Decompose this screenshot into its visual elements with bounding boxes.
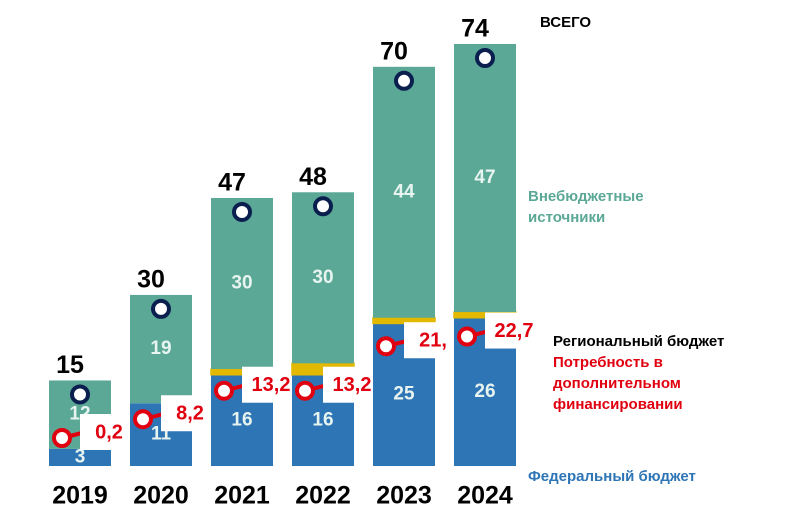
need-marker (376, 336, 396, 357)
legend-need: Потребность в дополнительном финансирова… (553, 354, 683, 413)
total-label: 47 (218, 169, 246, 197)
need-label: 0,2 (95, 421, 123, 443)
need-label: 8,2 (176, 403, 204, 425)
bar-segment (292, 192, 354, 364)
need-marker (457, 326, 477, 347)
bar-segment (373, 66, 435, 318)
need-label: 22,7 (495, 320, 534, 342)
legend-offbudget: Внебюджетные источники (528, 188, 644, 226)
total-marker (70, 384, 90, 405)
need-box (242, 366, 300, 403)
need-box (404, 322, 462, 359)
need-marker (52, 428, 72, 448)
total-marker (232, 201, 252, 222)
legend-regional: Региональный бюджет (553, 333, 725, 350)
total-label: 74 (461, 15, 489, 43)
need-box (323, 366, 381, 403)
total-label: 48 (299, 163, 327, 191)
x-tick-label: 2022 (295, 482, 351, 510)
x-tick-label: 2023 (376, 482, 432, 510)
x-tick-label: 2024 (457, 482, 513, 510)
need-box (485, 312, 543, 349)
need-box (80, 414, 138, 450)
data-label: 19 (150, 338, 171, 359)
total-label: 15 (56, 351, 84, 379)
data-label: 30 (312, 267, 333, 288)
total-label: 30 (137, 266, 165, 294)
data-label: 44 (393, 181, 415, 202)
need-label: 13,2 (333, 374, 372, 396)
need-label: 13,2 (252, 374, 291, 396)
x-tick-label: 2019 (52, 482, 108, 510)
need-marker (214, 380, 234, 401)
need-marker (295, 380, 315, 401)
bar-segment (211, 197, 273, 370)
bar-segment (49, 448, 111, 466)
total-marker (313, 196, 333, 217)
x-tick-label: 2021 (214, 482, 270, 510)
legend-total: ВСЕГО (540, 14, 592, 31)
data-label: 26 (474, 381, 495, 402)
data-label: 16 (231, 409, 252, 430)
x-tick-label: 2020 (133, 482, 189, 510)
bar-segment (454, 44, 516, 313)
total-marker (394, 70, 414, 91)
need-marker (133, 409, 153, 430)
legend-federal: Федеральный бюджет (528, 468, 696, 485)
data-label: 16 (312, 409, 333, 430)
data-label: 30 (231, 273, 252, 294)
total-marker (475, 48, 495, 68)
data-label: 3 (75, 446, 86, 467)
data-label: 25 (393, 384, 415, 405)
need-box (161, 395, 219, 432)
need-label: 21, (419, 330, 447, 352)
total-marker (151, 298, 171, 319)
total-label: 70 (380, 37, 408, 65)
data-label: 47 (474, 167, 495, 188)
